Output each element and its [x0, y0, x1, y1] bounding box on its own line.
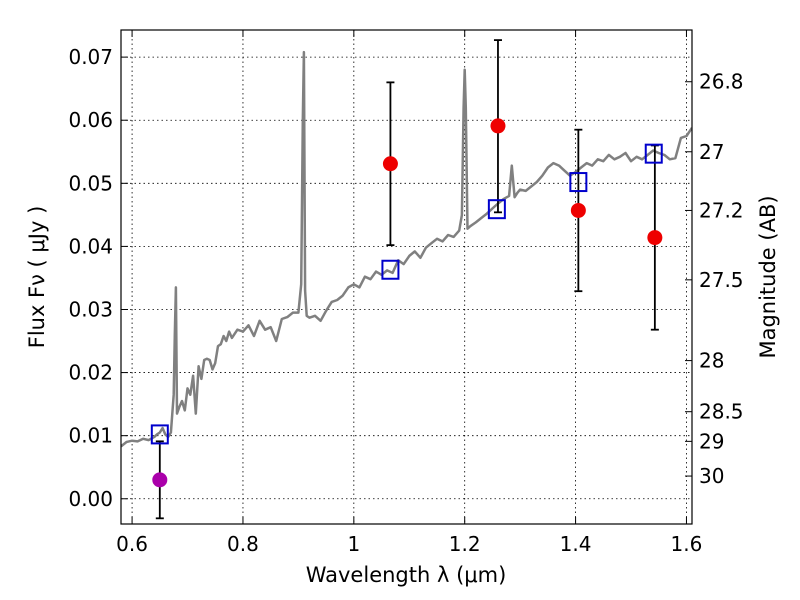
y-tick-label: 0.00	[68, 487, 113, 511]
tick-marks	[121, 30, 687, 524]
secondary-y-tick-label: 28	[699, 349, 724, 373]
model-photometry-square	[150, 424, 169, 445]
model-photometry-square	[569, 172, 588, 193]
y-tick-label: 0.01	[68, 424, 113, 448]
plot-frame	[120, 29, 693, 525]
y-axis-title: Flux Fν ( μJy )	[25, 206, 49, 349]
y-tick-label: 0.03	[68, 297, 113, 321]
model-photometry-square	[644, 143, 663, 164]
secondary-y-tick-label: 27	[699, 140, 724, 164]
grid-lines	[121, 30, 692, 524]
y-tick-label: 0.07	[68, 45, 113, 69]
observed-flux-point	[647, 230, 663, 246]
observed-flux-point	[570, 202, 586, 218]
x-tick-label: 1.6	[671, 532, 703, 556]
secondary-y-tick-label: 30	[699, 464, 724, 488]
observed-flux-point	[490, 118, 506, 134]
spectrum-line	[121, 50, 692, 448]
x-tick-label: 1.2	[449, 532, 481, 556]
secondary-y-axis-title: Magnitude (AB)	[756, 195, 780, 358]
secondary-y-tick-label: 27.5	[699, 268, 744, 292]
y-tick-label: 0.06	[68, 108, 113, 132]
marker-layer	[150, 39, 663, 520]
x-tick-label: 0.6	[116, 532, 148, 556]
model-photometry-square	[487, 199, 506, 220]
y-tick-label: 0.05	[68, 171, 113, 195]
x-axis-title: Wavelength λ (μm)	[306, 563, 507, 587]
x-tick-label: 1.4	[560, 532, 592, 556]
x-tick-label: 1	[347, 532, 360, 556]
secondary-y-tick-label: 29	[699, 429, 724, 453]
y-tick-label: 0.04	[68, 234, 113, 258]
secondary-y-tick-label: 26.8	[699, 70, 744, 94]
observed-flux-point	[152, 472, 168, 488]
tick-labels: 0.6 0.8 1 1.2 1.4 1.6 0.00 0.01 0.02 0.03 0.04 0.05…	[68, 45, 743, 556]
secondary-y-tick-label: 28.5	[699, 400, 744, 424]
series-layer	[121, 50, 692, 448]
observed-flux-point	[382, 156, 398, 172]
secondary-y-tick-label: 27.2	[699, 198, 744, 222]
y-tick-label: 0.02	[68, 361, 113, 385]
secondary-tick-marks	[685, 81, 692, 477]
model-photometry-square	[381, 259, 400, 280]
x-tick-label: 0.8	[227, 532, 259, 556]
